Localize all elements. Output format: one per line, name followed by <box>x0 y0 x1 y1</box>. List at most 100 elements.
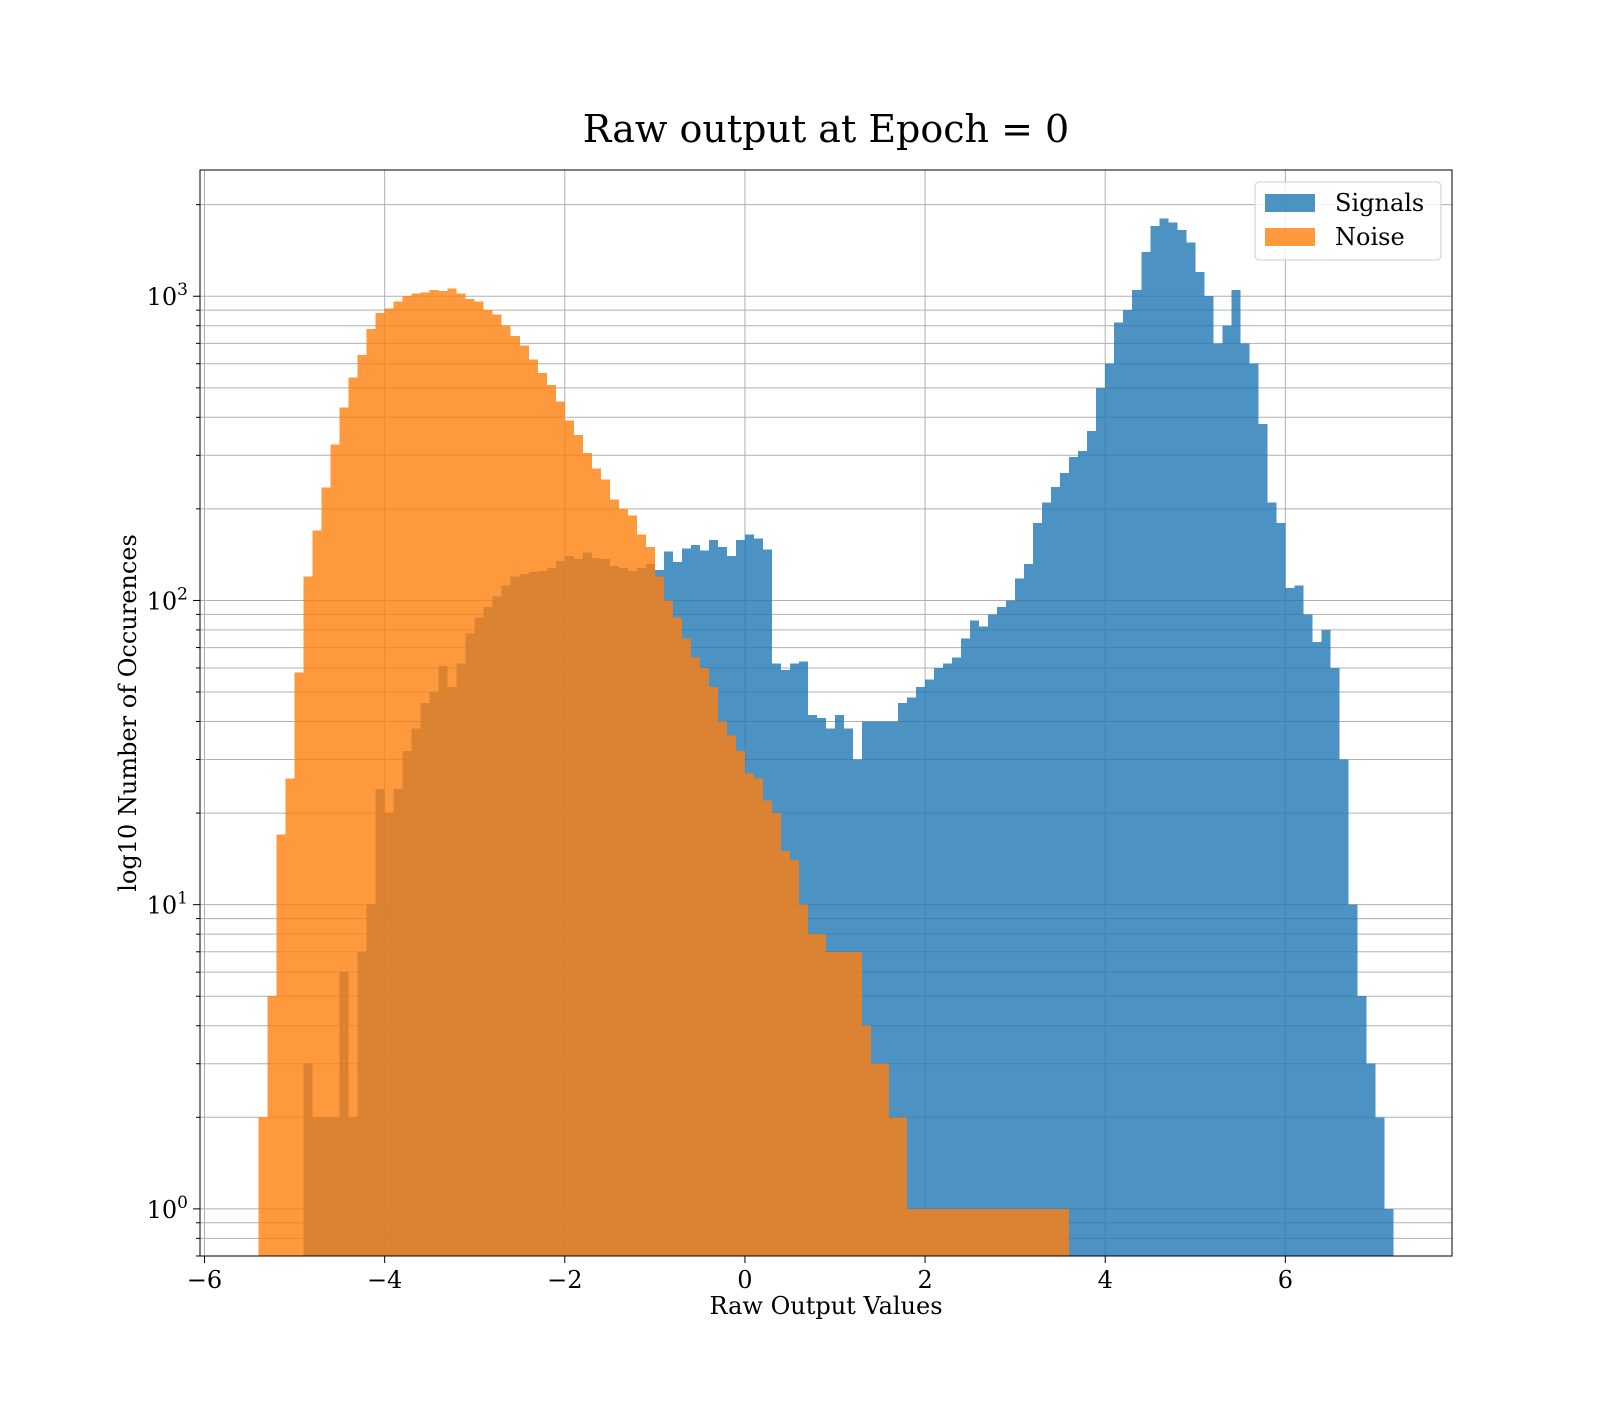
y-tick-label: 101 <box>147 889 188 920</box>
histogram-bar-noise <box>321 487 331 1256</box>
legend-swatch-signals <box>1265 194 1315 212</box>
histogram-bar-noise <box>816 934 826 1256</box>
histogram-bar-noise <box>997 1208 1007 1256</box>
histogram-bar-signals <box>1339 759 1349 1256</box>
histogram-bar-noise <box>267 996 277 1256</box>
histogram-bar-noise <box>916 1208 926 1256</box>
histogram-bar-signals <box>1348 904 1358 1256</box>
histogram-bar-noise <box>1051 1208 1061 1256</box>
histogram-bar-signals <box>1141 251 1151 1256</box>
histogram-bar-signals <box>862 721 872 1256</box>
histogram-bar-signals <box>1132 289 1142 1256</box>
histogram-bar-noise <box>961 1208 971 1256</box>
y-tick-label: 102 <box>147 584 188 615</box>
histogram-bar-noise <box>429 289 439 1256</box>
histogram-bar-noise <box>501 325 511 1257</box>
histogram-bar-signals <box>1204 296 1214 1256</box>
histogram-bar-noise <box>555 401 565 1256</box>
histogram-bar-signals <box>1078 450 1088 1257</box>
histogram-bar-signals <box>1015 578 1025 1256</box>
histogram-bar-noise <box>735 750 745 1256</box>
histogram-bar-noise <box>294 672 304 1256</box>
histogram-bar-noise <box>312 530 322 1256</box>
histogram-bar-noise <box>699 667 709 1256</box>
histogram-bar-noise <box>880 1063 890 1256</box>
histogram-bar-noise <box>285 778 295 1256</box>
histogram-bar-signals <box>1276 522 1286 1256</box>
x-tick-label: −2 <box>547 1266 582 1294</box>
histogram-bar-signals <box>1249 363 1259 1256</box>
y-axis-label: log10 Number of Occurences <box>114 534 142 892</box>
histogram-bar-noise <box>510 336 520 1256</box>
histogram-bar-signals <box>1060 473 1070 1256</box>
histogram-bar-signals <box>1150 226 1160 1256</box>
histogram-bar-noise <box>402 296 412 1256</box>
histogram-bar-signals <box>898 703 908 1256</box>
histogram-bar-noise <box>717 721 727 1256</box>
histogram-bar-signals <box>1285 587 1295 1256</box>
histogram-bar-signals <box>1042 502 1052 1257</box>
histogram-bar-noise <box>907 1208 917 1256</box>
histogram-bar-noise <box>1033 1208 1043 1256</box>
histogram-bar-signals <box>1240 343 1250 1257</box>
histogram-bar-noise <box>636 534 646 1256</box>
histogram-bar-noise <box>681 638 691 1256</box>
histogram-bar-noise <box>762 800 772 1256</box>
histogram-bar-noise <box>663 600 673 1256</box>
histogram-bar-noise <box>826 951 836 1256</box>
plot-frame <box>199 169 1453 1257</box>
histogram-bar-noise <box>835 951 845 1256</box>
histogram-bar-signals <box>952 657 962 1256</box>
x-tick-label: −4 <box>367 1266 402 1294</box>
x-tick-label: 0 <box>737 1266 752 1294</box>
histogram-bar-signals <box>1087 431 1097 1256</box>
histogram-bar-noise <box>339 407 349 1256</box>
histogram-bar-signals <box>1294 585 1304 1256</box>
y-tick-label: 100 <box>147 1193 188 1224</box>
histogram-bar-noise <box>627 515 637 1256</box>
histogram-bar-signals <box>1312 642 1322 1256</box>
histogram-bar-noise <box>564 420 574 1256</box>
histogram-bar-noise <box>645 546 655 1256</box>
histogram-bar-noise <box>546 385 556 1256</box>
histogram-bar-noise <box>789 860 799 1256</box>
histogram-bar-noise <box>934 1208 944 1256</box>
histogram-bar-noise <box>807 934 817 1256</box>
axis-ticks: −6 −4 −2 0 2 4 6 100 101 102 103 <box>147 204 1293 1294</box>
histogram-bar-noise <box>438 291 448 1257</box>
legend-swatch-noise <box>1265 228 1315 246</box>
histogram-bar-noise <box>393 301 403 1256</box>
histogram-bar-signals <box>1033 522 1043 1256</box>
histogram-bar-signals <box>1006 600 1016 1256</box>
legend: Signals Noise <box>1254 181 1442 261</box>
histogram-bar-signals <box>1303 614 1313 1256</box>
x-tick-label: 4 <box>1098 1266 1113 1294</box>
histogram-bar-noise <box>1060 1208 1070 1256</box>
histogram-bar-noise <box>744 773 754 1256</box>
histogram-bar-signals <box>916 686 926 1256</box>
histogram-bar-signals <box>934 667 944 1256</box>
histogram-bar-signals <box>1258 424 1268 1256</box>
histogram-bar-noise <box>357 355 367 1257</box>
histogram-bar-signals <box>1051 487 1061 1256</box>
histogram-bar-noise <box>465 298 475 1256</box>
histogram-bar-signals <box>1168 222 1178 1257</box>
histogram-bar-signals <box>1330 667 1340 1256</box>
histogram-bar-signals <box>1024 563 1034 1256</box>
histogram-bar-signals <box>889 721 899 1256</box>
histogram-bar-signals <box>871 721 881 1256</box>
histogram-bar-noise <box>771 813 781 1256</box>
histogram-bars <box>258 218 1394 1257</box>
histogram-bar-noise <box>798 904 808 1256</box>
histogram-bar-signals <box>943 663 953 1256</box>
y-tick-label: 103 <box>147 280 188 311</box>
histogram-bar-noise <box>654 576 664 1256</box>
histogram-bar-signals <box>1375 1117 1385 1256</box>
histogram-bar-noise <box>303 576 313 1256</box>
histogram-bar-noise <box>1006 1208 1016 1256</box>
histogram-bar-noise <box>366 329 376 1256</box>
chart-title: Raw output at Epoch = 0 <box>583 107 1069 151</box>
histogram-bar-noise <box>862 1025 872 1256</box>
histogram-bar-noise <box>970 1208 980 1256</box>
